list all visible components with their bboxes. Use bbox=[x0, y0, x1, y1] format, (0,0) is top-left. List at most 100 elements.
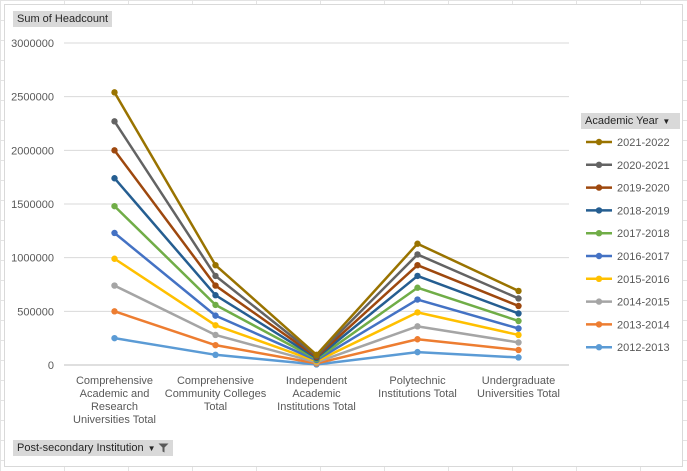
data-point bbox=[414, 261, 421, 269]
data-point bbox=[313, 351, 320, 359]
legend-marker bbox=[595, 298, 603, 305]
x-category-label: Comprehensive bbox=[76, 375, 153, 387]
data-point bbox=[111, 229, 118, 237]
legend-marker bbox=[595, 275, 603, 282]
data-point bbox=[111, 255, 118, 262]
data-point bbox=[515, 346, 522, 354]
data-point bbox=[212, 301, 219, 309]
x-category-label: Undergraduate bbox=[482, 375, 555, 387]
data-point bbox=[515, 339, 522, 346]
data-point bbox=[515, 295, 522, 302]
filter-icon[interactable] bbox=[158, 443, 169, 453]
legend-label: 2012-2013 bbox=[617, 342, 670, 354]
legend-label: 2015-2016 bbox=[617, 274, 670, 286]
data-point bbox=[414, 309, 421, 316]
data-point bbox=[111, 147, 118, 154]
data-point bbox=[515, 354, 522, 361]
gridlines bbox=[64, 42, 569, 366]
dropdown-arrow-icon[interactable]: ▼ bbox=[147, 444, 156, 453]
legend-field-button[interactable]: Academic Year ▼ bbox=[581, 113, 680, 129]
data-point bbox=[212, 312, 219, 319]
legend-label: 2014-2015 bbox=[617, 297, 670, 309]
legend: 2021-2022 2020-2021 2019-2020 2018-2019 2017… bbox=[586, 137, 670, 354]
data-point bbox=[212, 322, 219, 329]
y-tick-label: 1500000 bbox=[11, 199, 54, 211]
x-category-label: Institutions Total bbox=[277, 401, 356, 413]
data-point bbox=[414, 336, 421, 343]
legend-marker bbox=[595, 252, 603, 260]
y-tick-label: 3000000 bbox=[11, 38, 54, 50]
legend-label: 2016-2017 bbox=[617, 251, 670, 263]
data-point bbox=[414, 296, 421, 303]
x-category-label: Polytechnic bbox=[389, 375, 446, 387]
row-field-button[interactable]: Post-secondary Institution ▼ bbox=[13, 440, 173, 456]
series-line bbox=[113, 284, 519, 364]
data-point bbox=[212, 331, 219, 339]
data-point bbox=[212, 292, 219, 299]
data-point bbox=[515, 331, 522, 339]
series-line bbox=[113, 149, 519, 359]
legend-marker bbox=[595, 161, 603, 168]
legend-marker bbox=[595, 344, 603, 351]
data-point bbox=[515, 302, 522, 310]
data-point bbox=[111, 282, 118, 289]
series-lines bbox=[111, 89, 522, 368]
legend-marker bbox=[595, 184, 603, 191]
y-tick-label: 2000000 bbox=[11, 145, 54, 157]
data-point bbox=[515, 310, 522, 317]
data-point bbox=[212, 261, 219, 269]
data-point bbox=[111, 118, 118, 125]
legend-marker bbox=[595, 321, 603, 328]
x-category-label: Institutions Total bbox=[378, 388, 457, 400]
x-category-label: Research bbox=[91, 401, 138, 413]
legend-marker bbox=[595, 138, 603, 146]
value-field-label: Sum of Headcount bbox=[17, 13, 109, 25]
legend-label: 2019-2020 bbox=[617, 183, 670, 195]
x-category-label: Total bbox=[204, 401, 227, 413]
data-point bbox=[111, 89, 118, 96]
data-point bbox=[414, 251, 421, 258]
data-point bbox=[414, 323, 421, 330]
data-point bbox=[515, 317, 522, 325]
legend-label: 2018-2019 bbox=[617, 205, 670, 217]
y-axis-tick-labels: 0 500000 1000000 1500000 2000000 2500000 30000… bbox=[11, 38, 54, 372]
data-point bbox=[111, 334, 118, 342]
x-category-label: Academic and bbox=[80, 388, 150, 400]
data-point bbox=[414, 240, 421, 247]
dropdown-arrow-icon[interactable]: ▼ bbox=[662, 117, 671, 126]
x-category-label: Independent bbox=[286, 375, 347, 387]
data-point bbox=[212, 351, 219, 359]
legend-label: 2017-2018 bbox=[617, 228, 670, 240]
data-point bbox=[414, 284, 421, 291]
value-field-button[interactable]: Sum of Headcount bbox=[13, 11, 113, 27]
legend-label: 2013-2014 bbox=[617, 319, 670, 331]
legend-label: 2020-2021 bbox=[617, 160, 670, 172]
data-point bbox=[414, 272, 421, 280]
x-category-label: Academic bbox=[292, 388, 341, 400]
data-point bbox=[414, 348, 421, 356]
data-point bbox=[111, 308, 118, 315]
data-point bbox=[111, 175, 118, 182]
data-point bbox=[515, 287, 522, 295]
row-field-label: Post-secondary Institution bbox=[17, 442, 144, 454]
x-category-label: Universities Total bbox=[73, 414, 156, 426]
x-category-label: Community Colleges bbox=[165, 388, 267, 400]
y-tick-label: 0 bbox=[48, 360, 54, 372]
legend-label: 2021-2022 bbox=[617, 137, 670, 149]
y-tick-label: 500000 bbox=[17, 306, 54, 318]
data-point bbox=[515, 325, 522, 332]
data-point bbox=[212, 272, 219, 280]
x-category-label: Universities Total bbox=[477, 388, 560, 400]
y-tick-label: 1000000 bbox=[11, 253, 54, 265]
data-point bbox=[212, 341, 219, 349]
y-tick-label: 2500000 bbox=[11, 92, 54, 104]
legend-field-label: Academic Year bbox=[585, 115, 659, 127]
data-point bbox=[111, 202, 118, 210]
legend-marker bbox=[595, 230, 603, 237]
legend-marker bbox=[595, 207, 603, 214]
x-category-label: Comprehensive bbox=[177, 375, 254, 387]
data-point bbox=[212, 282, 219, 289]
series-line bbox=[113, 232, 519, 362]
